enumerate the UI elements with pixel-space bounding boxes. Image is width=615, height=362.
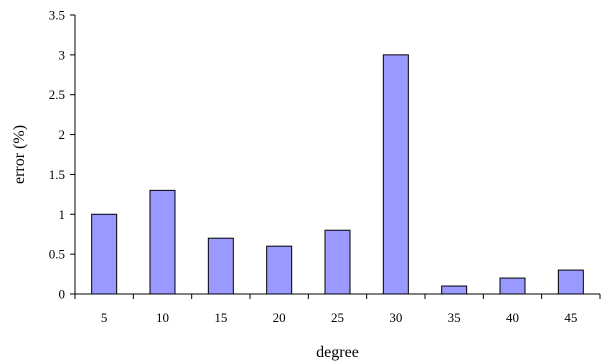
y-tick-label: 0 (59, 287, 66, 302)
bar-5 (91, 213, 118, 295)
plot-area: 0 0.5 1 1.5 2 2.5 3 3.5 5 10 15 20 25 30 35 40 45 (49, 8, 601, 325)
x-tick-label: 30 (389, 310, 402, 325)
bar-45 (557, 269, 584, 295)
y-tick-label: 3 (59, 47, 66, 62)
x-axis-title: degree (316, 344, 359, 361)
y-tick-label: 2 (59, 127, 66, 142)
x-tick-label: 15 (214, 310, 227, 325)
y-tick-label: 3.5 (49, 8, 65, 23)
bar-25 (324, 229, 351, 295)
y-tick-label: 0.5 (49, 247, 65, 262)
bar-35 (441, 285, 468, 295)
x-tick-label: 45 (564, 310, 577, 325)
bar-40 (499, 277, 526, 295)
bar-20 (266, 245, 293, 295)
bar-10 (149, 189, 176, 295)
x-tick-label: 5 (101, 310, 108, 325)
x-tick-label: 20 (273, 310, 286, 325)
y-axis-title: error (%) (11, 125, 28, 184)
y-tick-label: 2.5 (49, 87, 65, 102)
x-tick-label: 40 (506, 310, 519, 325)
x-tick-label: 25 (331, 310, 344, 325)
bar-30 (382, 54, 409, 295)
bar-15 (207, 237, 234, 295)
x-tick-label: 10 (156, 310, 169, 325)
y-tick-label: 1 (59, 207, 66, 222)
x-tick-label: 35 (448, 310, 461, 325)
y-tick-label: 1.5 (49, 167, 65, 182)
